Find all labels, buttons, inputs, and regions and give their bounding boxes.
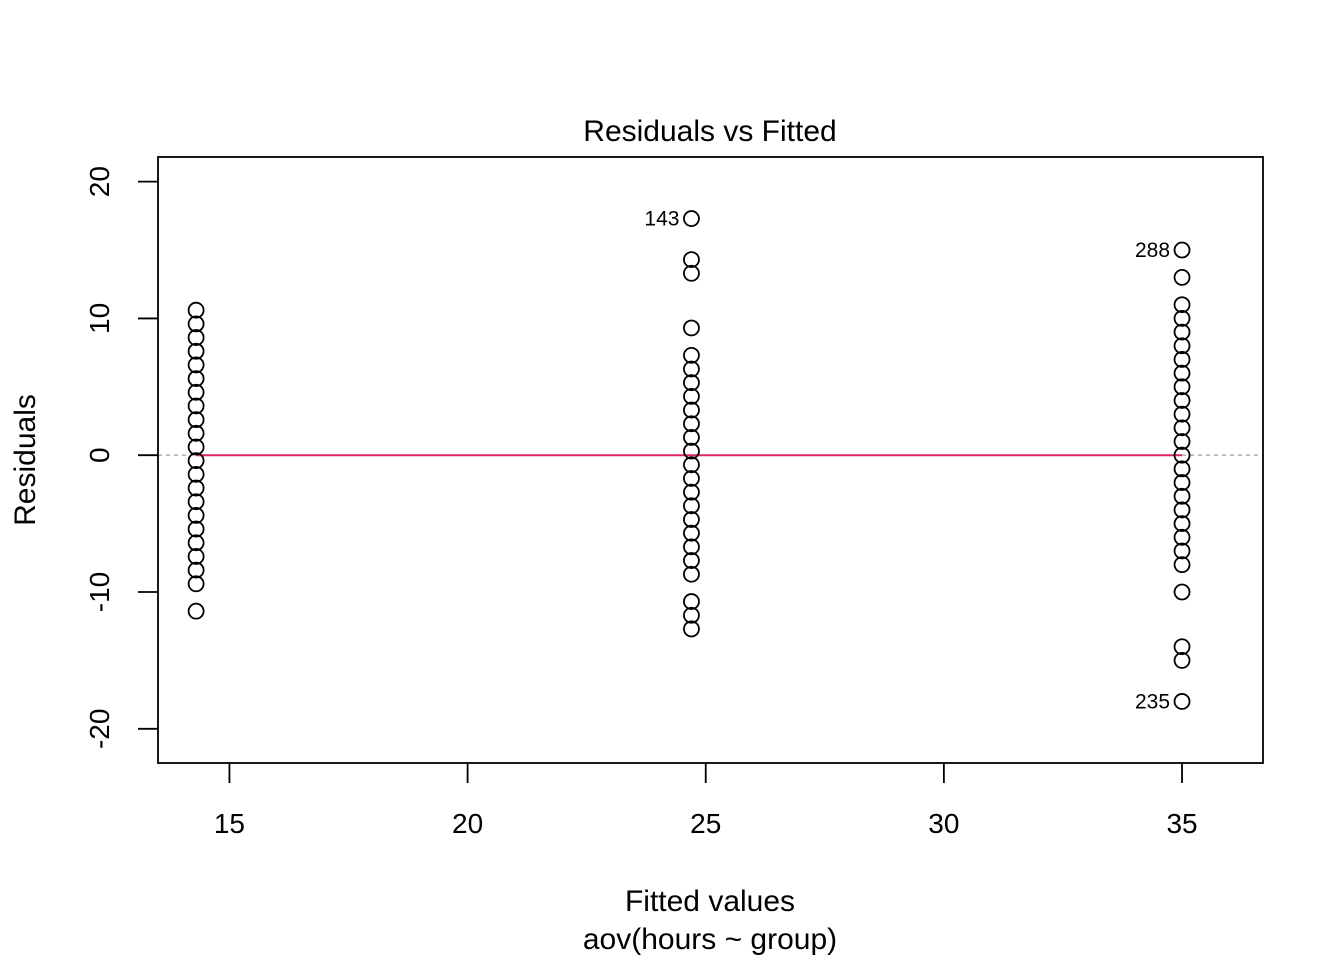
data-point xyxy=(187,397,205,415)
data-point xyxy=(683,524,700,542)
data-point xyxy=(683,415,700,433)
data-point xyxy=(683,251,700,268)
data-point xyxy=(1173,542,1191,560)
data-point xyxy=(1173,460,1191,478)
data-point xyxy=(187,370,205,388)
data-point xyxy=(1173,364,1191,382)
data-point xyxy=(683,387,700,405)
data-point xyxy=(1173,392,1191,409)
data-point xyxy=(187,424,205,442)
data-point xyxy=(187,561,205,579)
x-tick-label: 20 xyxy=(452,808,483,839)
data-point xyxy=(187,383,205,401)
plot-frame xyxy=(157,156,1264,764)
data-point xyxy=(1173,652,1191,669)
data-point xyxy=(683,552,700,569)
data-point xyxy=(1173,638,1191,656)
data-point xyxy=(683,620,700,638)
data-point xyxy=(683,470,700,487)
data-point xyxy=(683,346,700,364)
data-point xyxy=(187,575,205,593)
y-tick-label: 0 xyxy=(84,447,115,463)
y-tick-label: -20 xyxy=(84,709,115,749)
data-point xyxy=(187,329,205,346)
data-point xyxy=(187,520,205,538)
data-point xyxy=(1173,487,1191,505)
data-point xyxy=(1173,351,1191,368)
data-point xyxy=(1173,337,1191,355)
data-point xyxy=(683,606,700,624)
data-point xyxy=(1173,693,1191,710)
data-point xyxy=(683,442,700,460)
x-axis-label: Fitted values xyxy=(625,885,795,918)
data-point xyxy=(683,565,700,583)
data-point xyxy=(1173,556,1191,574)
data-point xyxy=(683,538,700,556)
data-point xyxy=(683,264,700,282)
data-point xyxy=(683,497,700,515)
data-point xyxy=(187,602,205,620)
data-point xyxy=(683,511,700,528)
point-label-235: 235 xyxy=(1135,690,1170,713)
data-point xyxy=(683,456,700,474)
data-point xyxy=(187,452,205,470)
data-point xyxy=(1173,310,1191,327)
data-point xyxy=(1173,378,1191,396)
data-point xyxy=(683,429,700,446)
data-point xyxy=(187,301,205,319)
data-point xyxy=(187,479,205,497)
data-point xyxy=(1173,405,1191,423)
data-point xyxy=(683,374,700,392)
data-point xyxy=(1173,296,1191,314)
y-tick-label: 10 xyxy=(84,303,115,334)
data-point xyxy=(1173,446,1191,464)
point-label-288: 288 xyxy=(1135,239,1170,262)
data-point xyxy=(187,507,205,524)
y-axis-label: Residuals xyxy=(9,394,42,526)
data-point xyxy=(187,534,205,552)
x-tick-label: 15 xyxy=(214,808,245,839)
y-tick-label: -10 xyxy=(84,572,115,612)
data-point xyxy=(1173,528,1191,546)
x-axis-sublabel: aov(hours ~ group) xyxy=(583,923,837,956)
data-point xyxy=(1173,241,1191,259)
data-point xyxy=(1173,515,1191,533)
y-tick-label: 20 xyxy=(84,166,115,197)
data-point xyxy=(187,315,205,333)
data-point xyxy=(1173,474,1191,491)
data-point xyxy=(1173,419,1191,437)
data-point xyxy=(683,319,700,337)
data-point xyxy=(683,360,700,378)
chart-title: Residuals vs Fitted xyxy=(583,115,836,148)
data-point xyxy=(1173,323,1191,341)
data-point xyxy=(187,356,205,374)
point-label-143: 143 xyxy=(644,208,679,231)
x-tick-label: 35 xyxy=(1166,808,1197,839)
data-point xyxy=(187,465,205,483)
data-point xyxy=(683,483,700,501)
data-point xyxy=(1173,583,1191,601)
data-point xyxy=(187,342,205,360)
data-point xyxy=(1173,501,1191,519)
data-point xyxy=(187,438,205,456)
data-point xyxy=(683,210,700,227)
data-point xyxy=(187,548,205,565)
data-point xyxy=(1173,433,1191,450)
data-point xyxy=(683,593,700,610)
data-point xyxy=(1173,268,1191,286)
data-point xyxy=(187,493,205,511)
plot-panel: 143 288 235 15 20 25 30 35 -20 -10 0 10 20 xyxy=(84,156,1264,839)
x-tick-label: 30 xyxy=(928,808,959,839)
data-point xyxy=(683,401,700,419)
x-tick-label: 25 xyxy=(690,808,721,839)
data-point xyxy=(187,411,205,429)
